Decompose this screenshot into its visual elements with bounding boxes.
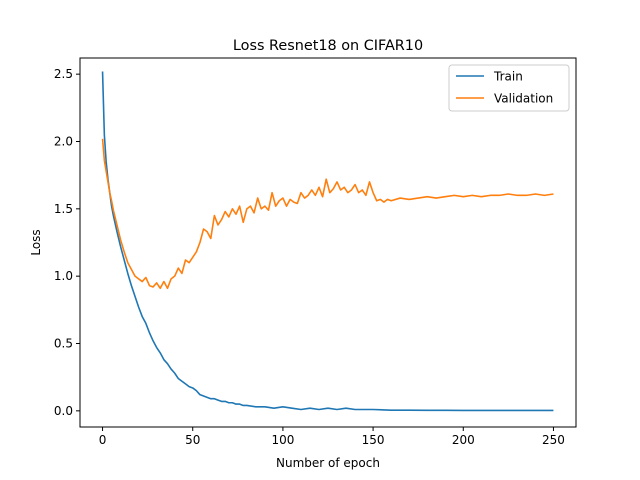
y-tick-label: 0.0 xyxy=(54,404,73,418)
x-tick-label: 50 xyxy=(185,433,200,447)
x-tick-label: 0 xyxy=(99,433,107,447)
x-tick-label: 250 xyxy=(542,433,565,447)
legend: Train Validation xyxy=(448,64,570,112)
x-tick-label: 200 xyxy=(452,433,475,447)
plot-area xyxy=(101,71,554,412)
x-tick-label: 150 xyxy=(362,433,385,447)
series-line-train xyxy=(101,71,554,412)
legend-label-train: Train xyxy=(493,70,523,84)
y-tick-label: 1.0 xyxy=(54,269,73,283)
y-tick-label: 2.5 xyxy=(54,67,73,81)
y-tick-label: 1.5 xyxy=(54,202,73,216)
x-axis-label: Number of epoch xyxy=(276,456,380,470)
axes-frame xyxy=(79,57,577,428)
y-tick-label: 2.0 xyxy=(54,134,73,148)
x-axis: 0 50 100 150 200 250 xyxy=(99,427,565,447)
series-line-validation xyxy=(101,138,554,290)
y-tick-label: 0.5 xyxy=(54,337,73,351)
chart-title: Loss Resnet18 on CIFAR10 xyxy=(233,38,423,54)
x-tick-label: 100 xyxy=(271,433,294,447)
y-axis: 0.0 0.5 1.0 1.5 2.0 2.5 xyxy=(54,67,80,418)
legend-label-validation: Validation xyxy=(494,92,553,106)
y-axis-label: Loss xyxy=(29,229,43,255)
